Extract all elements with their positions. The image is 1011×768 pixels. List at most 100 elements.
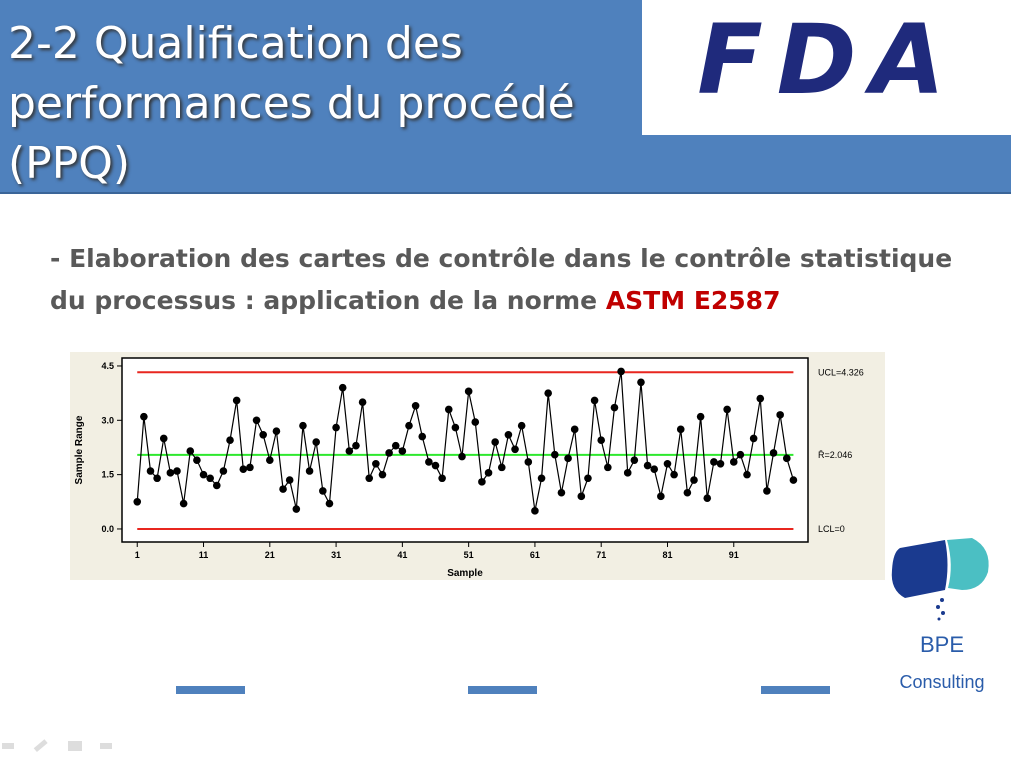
body-text: - Elaboration des cartes de contrôle dan… (50, 238, 970, 322)
data-point (358, 398, 367, 406)
data-point (186, 447, 195, 455)
data-point (683, 488, 692, 497)
reference-label: R̄=2.046 (818, 450, 852, 460)
data-point (299, 421, 307, 430)
bpe-logo: BPE Consulting (891, 538, 989, 692)
data-point (332, 423, 340, 432)
data-point (604, 463, 612, 472)
data-point (650, 465, 659, 473)
decor-dash (176, 686, 245, 694)
data-point (782, 454, 791, 463)
data-point (153, 474, 161, 483)
x-tick-label: 81 (662, 550, 672, 560)
y-tick-label: 0.0 (101, 524, 114, 534)
data-point (643, 461, 652, 470)
data-point (239, 465, 248, 473)
data-point (630, 456, 639, 464)
data-point (749, 434, 758, 443)
y-tick-label: 3.0 (101, 415, 114, 425)
logo-text: FDA (697, 4, 959, 116)
data-point (597, 436, 606, 445)
pill-right (947, 538, 989, 590)
x-tick-label: 21 (265, 550, 275, 560)
nav-icon (68, 741, 82, 751)
data-point (703, 494, 712, 502)
data-point (637, 378, 645, 387)
data-point (663, 459, 672, 468)
nav-icons (2, 739, 112, 753)
data-point (206, 474, 214, 483)
x-tick-label: 31 (331, 550, 341, 560)
data-point (776, 411, 784, 419)
data-point (279, 485, 287, 493)
data-point (285, 476, 294, 484)
data-point (431, 461, 440, 470)
data-point (511, 445, 519, 454)
data-point (345, 447, 354, 455)
data-point (159, 434, 168, 443)
dot (936, 605, 940, 609)
body-line: - Elaboration des cartes de contrôle dan… (50, 244, 953, 315)
data-point (617, 367, 625, 376)
data-point (312, 438, 321, 446)
data-point (212, 481, 221, 490)
data-point (551, 450, 559, 459)
data-point (564, 454, 572, 463)
data-point (736, 450, 745, 459)
data-point (743, 470, 751, 479)
data-point (464, 387, 473, 396)
data-point (325, 499, 334, 508)
data-point (710, 458, 718, 466)
data-point (252, 416, 261, 425)
data-point (146, 467, 155, 475)
data-point (425, 458, 433, 466)
data-point (531, 507, 539, 515)
pill-left (891, 540, 948, 598)
data-point (484, 469, 493, 477)
data-point (166, 469, 175, 477)
data-point (266, 456, 274, 464)
nav-icon (33, 739, 48, 753)
data-point (769, 449, 778, 457)
plot-area (121, 357, 809, 543)
dot (940, 598, 944, 602)
reference-label: LCL=0 (818, 524, 845, 534)
data-point (504, 430, 513, 439)
data-point (372, 459, 380, 468)
x-axis-label: Sample (447, 568, 483, 579)
data-point (352, 441, 360, 450)
data-point (696, 412, 705, 421)
reference-label: UCL=4.326 (818, 367, 864, 377)
x-tick-label: 91 (729, 550, 739, 560)
data-point (517, 421, 526, 430)
data-point (259, 430, 267, 439)
data-point (590, 396, 599, 405)
data-point (319, 487, 327, 495)
data-point (670, 470, 678, 479)
data-point (232, 396, 241, 405)
y-tick-label: 1.5 (101, 470, 114, 480)
x-tick-label: 1 (135, 550, 140, 560)
nav-icon (100, 743, 112, 749)
data-point (365, 474, 374, 483)
y-axis-label: Sample Range (74, 415, 85, 484)
data-point (577, 492, 586, 501)
data-point (537, 474, 546, 483)
data-point (199, 470, 208, 479)
data-point (570, 425, 579, 434)
brand-name: BPE (920, 632, 964, 657)
data-point (418, 432, 427, 441)
data-point (173, 467, 181, 475)
slide-title: 2-2 Qualification des performances du pr… (8, 18, 575, 189)
highlight: ASTM E2587 (605, 286, 781, 315)
x-tick-label: 61 (530, 550, 540, 560)
data-point (458, 452, 466, 461)
data-point (723, 405, 731, 414)
data-point (729, 458, 738, 466)
data-point (610, 403, 619, 412)
data-point (219, 467, 228, 475)
x-tick-label: 11 (199, 550, 209, 560)
data-point (338, 383, 347, 392)
dot (941, 611, 945, 615)
